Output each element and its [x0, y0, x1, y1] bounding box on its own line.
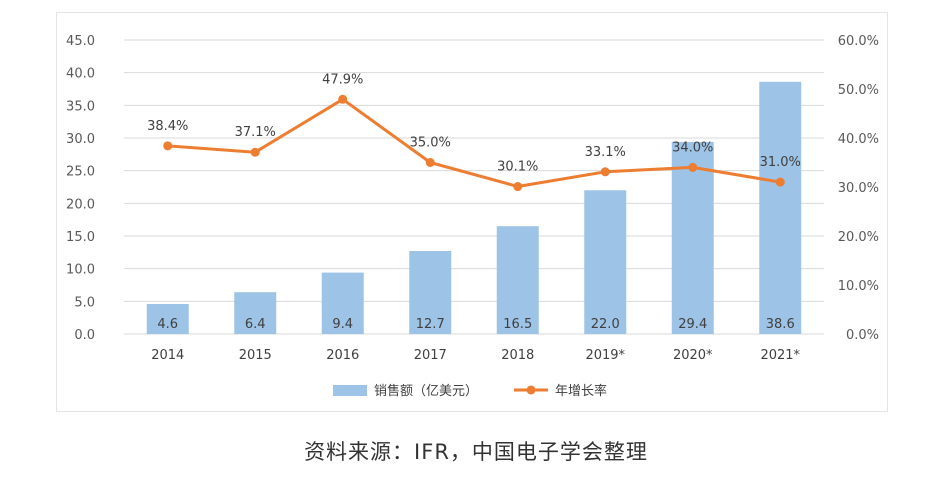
growth-rate-point [338, 94, 348, 104]
sales-bar-value-label: 6.4 [245, 317, 266, 332]
right-axis-tick-label: 40.0% [838, 132, 879, 147]
legend-swatch-sales [333, 385, 367, 396]
sales-bar [234, 292, 277, 334]
sales-bar-value-label: 38.6 [766, 317, 795, 332]
left-axis-tick-label: 20.0 [66, 197, 95, 212]
category-axis-label: 2017 [414, 348, 447, 363]
sales-bar-value-label: 9.4 [332, 317, 353, 332]
growth-rate-point [513, 182, 523, 192]
sales-bar [409, 251, 452, 334]
growth-rate-line [167, 97, 781, 189]
growth-rate-label: 47.9% [322, 72, 363, 87]
legend-label-sales: 销售额（亿美元） [374, 383, 478, 399]
source-caption: 资料来源：IFR，中国电子学会整理 [304, 440, 648, 464]
sales-bar [584, 190, 627, 334]
chart-frame: 0.0 5.0 10.0 15.0 20.0 25.0 30.0 35.0 40.0 45.0 0.… [56, 12, 888, 412]
growth-rate-point [775, 177, 785, 187]
left-axis-tick-label: 35.0 [66, 99, 95, 114]
growth-rate-label: 34.0% [672, 140, 713, 155]
growth-rate-label: 31.0% [760, 155, 801, 170]
category-axis-label: 2016 [326, 348, 359, 363]
right-axis-tick-label: 20.0% [838, 230, 879, 245]
category-axis-label: 2021* [760, 348, 800, 363]
sales-bar [759, 81, 802, 335]
left-axis-tick-label: 10.0 [66, 263, 95, 278]
right-axis-tick-label: 50.0% [838, 83, 879, 98]
left-axis-tick-label: 45.0 [66, 34, 95, 49]
right-axis-tick-label: 0.0% [846, 328, 879, 343]
sales-bar [321, 272, 364, 334]
growth-rate-label: 33.1% [585, 145, 626, 160]
sales-bar [146, 303, 189, 334]
sales-bar [496, 226, 539, 334]
right-axis-tick-label: 30.0% [838, 181, 879, 196]
legend-swatch-growth-point [526, 385, 536, 395]
category-axis-label: 2014 [151, 348, 184, 363]
category-axis-label: 2015 [239, 348, 272, 363]
left-axis-tick-label: 40.0 [66, 67, 95, 82]
right-axis-tick-label: 60.0% [838, 34, 879, 49]
category-axis-label: 2019* [585, 348, 625, 363]
growth-rate-label: 37.1% [235, 125, 276, 140]
left-axis-tick-label: 5.0 [74, 295, 95, 310]
sales-bar-value-label: 12.7 [416, 317, 445, 332]
growth-rate-point [600, 167, 610, 177]
sales-bar-value-label: 29.4 [678, 317, 707, 332]
growth-rate-label: 35.0% [410, 136, 451, 151]
sales-bar-value-label: 4.6 [157, 317, 178, 332]
legend-label-growth: 年增长率 [555, 383, 607, 399]
sales-bar [671, 141, 714, 334]
growth-rate-point [250, 147, 260, 157]
growth-rate-point [163, 141, 173, 151]
sales-bar-value-label: 16.5 [503, 317, 532, 332]
right-axis-tick-label: 10.0% [838, 279, 879, 294]
combo-chart: 0.0 5.0 10.0 15.0 20.0 25.0 30.0 35.0 40.0 45.0 0.… [66, 34, 879, 399]
category-axis-label: 2020* [673, 348, 713, 363]
growth-rate-point [688, 162, 698, 172]
left-axis-tick-label: 0.0 [74, 328, 95, 343]
sales-bar-value-label: 22.0 [591, 317, 620, 332]
growth-rate-point [425, 158, 435, 167]
left-axis-tick-label: 15.0 [66, 230, 95, 245]
left-axis-tick-label: 30.0 [66, 132, 95, 147]
category-axis-label: 2018 [501, 348, 534, 363]
growth-rate-label: 38.4% [147, 119, 188, 134]
left-axis-tick-label: 25.0 [66, 165, 95, 180]
growth-rate-label: 30.1% [497, 160, 538, 175]
